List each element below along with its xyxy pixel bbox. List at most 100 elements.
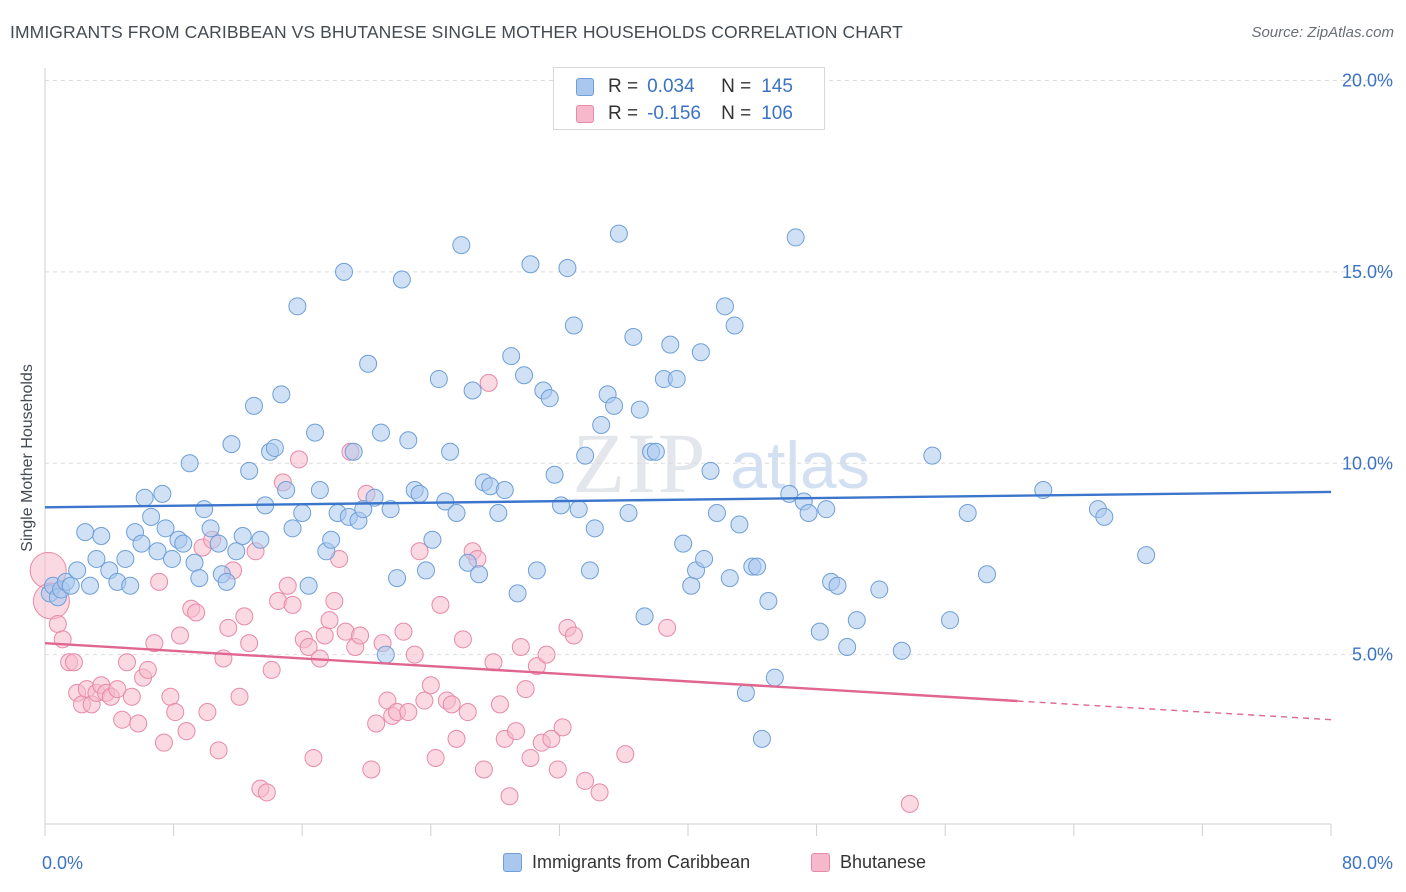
caribbean-point: [521, 255, 540, 274]
caribbean-point: [142, 507, 161, 526]
bhutanese-point: [421, 676, 440, 695]
bhutanese-point: [484, 653, 503, 672]
caribbean-point: [201, 519, 220, 538]
caribbean-point: [381, 500, 400, 519]
caribbean-point: [153, 484, 172, 503]
caribbean-point: [322, 530, 341, 549]
bhutanese-point: [257, 783, 276, 802]
bhutanese-point: [64, 653, 83, 672]
caribbean-point: [569, 500, 588, 519]
bhutanese-point: [458, 703, 477, 722]
bhutanese-point: [315, 626, 334, 645]
caribbean-point: [190, 569, 209, 588]
caribbean-point: [870, 580, 889, 599]
caribbean-point: [619, 504, 638, 523]
bhutanese-point: [590, 783, 609, 802]
caribbean-point: [609, 224, 628, 243]
caribbean-point: [92, 526, 111, 545]
bhutanese-point: [235, 607, 254, 626]
caribbean-point: [334, 262, 353, 281]
legend-r-label: R =: [608, 103, 639, 124]
caribbean-point: [752, 729, 771, 748]
bhutanese-point: [325, 592, 344, 611]
legend-r-label: R =: [608, 76, 639, 97]
series-swatch-bhutanese: [811, 853, 830, 872]
watermark: ZIP atlas: [573, 415, 870, 511]
caribbean-point: [691, 343, 710, 362]
legend-row-caribbean: R = 0.034 N = 145: [576, 74, 793, 100]
caribbean-point: [365, 488, 384, 507]
caribbean-point: [76, 523, 95, 542]
bhutanese-point: [564, 626, 583, 645]
bhutanese-point: [394, 622, 413, 641]
caribbean-point: [765, 668, 784, 687]
caribbean-point: [605, 396, 624, 415]
bhutanese-point: [138, 660, 157, 679]
caribbean-point: [195, 500, 214, 519]
correlation-legend: R = 0.034 N = 145 R = -0.156 N = 106: [553, 67, 825, 130]
caribbean-point: [576, 446, 595, 465]
caribbean-point: [592, 415, 611, 434]
caribbean-point: [447, 504, 466, 523]
caribbean-point: [502, 347, 521, 366]
bhutanese-point: [145, 634, 164, 653]
caribbean-point: [646, 442, 665, 461]
caribbean-point: [233, 526, 252, 545]
bhutanese-point: [516, 680, 535, 699]
caribbean-point: [540, 389, 559, 408]
bhutanese-point: [415, 691, 434, 710]
caribbean-point: [288, 297, 307, 316]
caribbean-point: [958, 504, 977, 523]
y-tick-label: 15.0%: [1342, 262, 1393, 282]
bhutanese-point: [150, 572, 169, 591]
caribbean-point: [977, 565, 996, 584]
bhutanese-point: [289, 450, 308, 469]
caribbean-point: [720, 569, 739, 588]
bhutanese-point: [542, 729, 561, 748]
caribbean-point: [68, 561, 87, 580]
axes: [44, 68, 1332, 836]
caribbean-points: [40, 224, 1156, 748]
caribbean-point: [399, 431, 418, 450]
y-tick-labels: 5.0% 10.0% 15.0% 20.0%: [1342, 71, 1393, 665]
caribbean-point: [227, 542, 246, 561]
caribbean-point: [416, 561, 435, 580]
bhutanese-trend-extension: [1017, 700, 1332, 721]
caribbean-trend-line: [44, 490, 1332, 509]
caribbean-point: [121, 576, 140, 595]
caribbean-point: [354, 500, 373, 519]
caribbean-point: [135, 488, 154, 507]
bhutanese-point: [658, 618, 677, 637]
bhutanese-point: [154, 733, 173, 752]
bhutanese-point: [431, 595, 450, 614]
caribbean-point: [558, 259, 577, 278]
bhutanese-point: [351, 626, 370, 645]
caribbean-point: [156, 519, 175, 538]
series-swatch-caribbean: [503, 853, 522, 872]
bhutanese-point: [500, 787, 519, 806]
caribbean-point: [552, 496, 571, 515]
bhutanese-point: [262, 660, 281, 679]
caribbean-point: [759, 592, 778, 611]
caribbean-point: [293, 504, 312, 523]
bhutanese-point: [548, 760, 567, 779]
bhutanese-point: [474, 760, 493, 779]
bhutanese-point: [219, 618, 238, 637]
series-legend-caribbean: Immigrants from Caribbean: [503, 852, 750, 873]
caribbean-point: [299, 576, 318, 595]
legend-n-value: 145: [761, 76, 793, 97]
caribbean-point: [725, 316, 744, 335]
caribbean-point: [748, 557, 767, 576]
caribbean-point: [283, 519, 302, 538]
caribbean-point: [695, 549, 714, 568]
caribbean-point: [209, 534, 228, 553]
bhutanese-point: [48, 615, 67, 634]
caribbean-point: [635, 607, 654, 626]
x-tick-labels: 0.0% 80.0%: [42, 853, 1393, 873]
caribbean-point: [429, 370, 448, 389]
bhutanese-point: [209, 741, 228, 760]
series-label-bhutanese: Bhutanese: [840, 852, 927, 872]
caribbean-point: [185, 553, 204, 572]
caribbean-point: [828, 576, 847, 595]
bhutanese-point: [367, 714, 386, 733]
